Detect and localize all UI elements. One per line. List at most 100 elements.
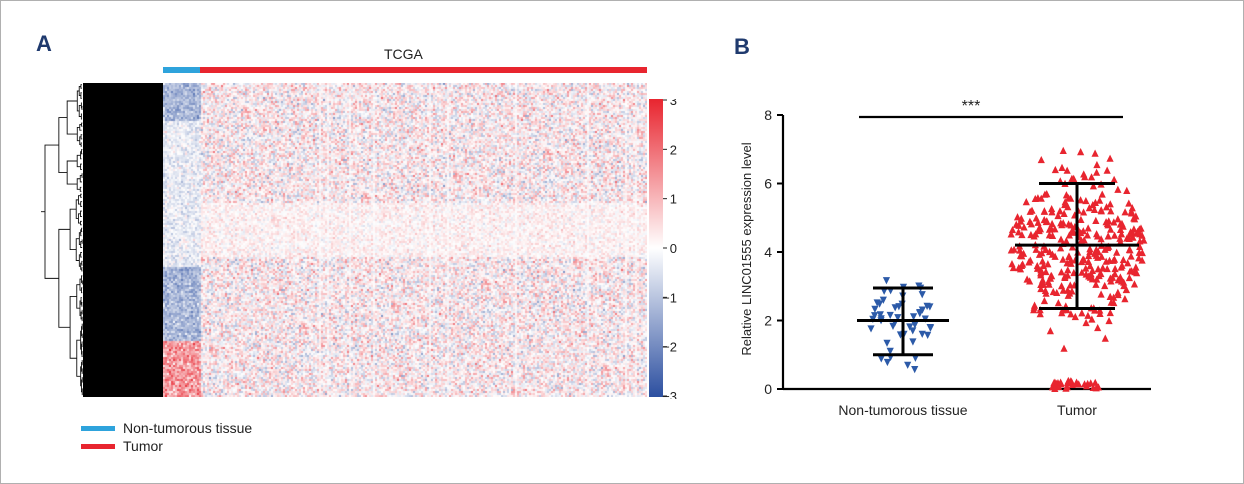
dendrogram-leaves bbox=[83, 83, 163, 397]
data-point-tumor bbox=[1085, 204, 1093, 212]
data-point-tumor bbox=[1059, 219, 1067, 227]
data-point-tumor bbox=[1026, 256, 1034, 264]
data-point-tumor bbox=[1048, 208, 1056, 216]
data-point-tumor bbox=[1009, 263, 1017, 272]
data-point-tumor bbox=[1121, 295, 1129, 303]
data-point-tumor bbox=[1128, 267, 1136, 275]
data-point-tumor bbox=[1038, 257, 1047, 265]
data-point-tumor bbox=[1016, 246, 1024, 254]
data-point-non-tumorous bbox=[886, 311, 894, 320]
data-point-tumor bbox=[1104, 221, 1112, 229]
data-point-tumor bbox=[1037, 267, 1046, 275]
data-point-tumor bbox=[1027, 220, 1036, 228]
dendrogram-branch bbox=[80, 252, 82, 258]
dendrogram-branch bbox=[80, 366, 82, 387]
data-point-tumor bbox=[1103, 166, 1111, 174]
colorbar-tick-label: −3 bbox=[662, 389, 677, 399]
data-point-tumor bbox=[1125, 199, 1133, 207]
dendrogram-branch bbox=[76, 339, 81, 377]
data-point-tumor bbox=[1092, 280, 1100, 288]
data-point-non-tumorous bbox=[915, 282, 923, 290]
data-point-tumor bbox=[1092, 251, 1100, 259]
data-point-tumor bbox=[1106, 154, 1114, 162]
dendrogram-branch bbox=[81, 227, 83, 232]
data-point-tumor bbox=[1093, 160, 1101, 169]
data-point-tumor bbox=[1037, 271, 1045, 279]
data-point-tumor bbox=[1105, 316, 1113, 325]
dendrogram-branch bbox=[75, 238, 80, 261]
dendrogram-branch bbox=[58, 117, 68, 173]
data-point-tumor bbox=[1093, 275, 1101, 283]
data-point-tumor bbox=[1013, 213, 1022, 221]
data-point-tumor bbox=[1035, 226, 1043, 235]
y-tick-label: 6 bbox=[764, 176, 772, 192]
y-axis-label: Relative LINC01555 expression level bbox=[739, 142, 754, 355]
data-point-tumor bbox=[1082, 196, 1090, 205]
dendrogram-branch bbox=[69, 295, 77, 359]
data-point-tumor bbox=[1022, 197, 1030, 206]
data-point-tumor bbox=[1051, 165, 1059, 174]
data-point-tumor bbox=[1045, 225, 1054, 233]
data-point-tumor bbox=[1062, 191, 1071, 199]
dendrogram-branch bbox=[81, 105, 83, 110]
data-point-non-tumorous bbox=[876, 311, 884, 319]
y-tick-label: 8 bbox=[764, 107, 772, 123]
data-point-tumor bbox=[1134, 229, 1143, 237]
legend-swatch-tumor bbox=[81, 443, 115, 449]
data-point-tumor bbox=[1124, 259, 1132, 267]
data-point-tumor bbox=[1064, 203, 1072, 211]
data-point-tumor bbox=[1117, 230, 1126, 238]
heatmap-colorbar: 3 2 1 0 −1 −2 −3 bbox=[649, 99, 677, 399]
data-point-tumor bbox=[1033, 264, 1042, 272]
data-point-tumor bbox=[1007, 230, 1015, 238]
data-point-tumor bbox=[1007, 246, 1015, 254]
data-point-tumor bbox=[1071, 312, 1079, 321]
data-point-tumor bbox=[1065, 252, 1073, 261]
data-point-non-tumorous bbox=[895, 303, 903, 311]
data-point-tumor bbox=[1110, 231, 1119, 239]
data-point-tumor bbox=[1032, 214, 1040, 222]
data-point-tumor bbox=[1132, 263, 1140, 271]
data-point-tumor bbox=[1048, 204, 1056, 213]
data-point-tumor bbox=[1094, 265, 1102, 273]
data-point-tumor bbox=[1057, 244, 1065, 252]
data-point-tumor bbox=[1079, 208, 1088, 216]
data-point-tumor bbox=[1138, 256, 1146, 264]
data-point-tumor bbox=[1069, 228, 1078, 236]
data-point-tumor bbox=[1107, 207, 1115, 215]
data-point-tumor bbox=[1028, 206, 1036, 214]
data-point-tumor bbox=[1130, 225, 1138, 233]
data-point-non-tumorous bbox=[909, 327, 917, 335]
dendrogram-branch bbox=[44, 144, 59, 279]
data-point-non-tumorous bbox=[904, 361, 912, 369]
dendrogram-branch bbox=[66, 100, 78, 135]
panel-b-label: B bbox=[734, 34, 750, 59]
dendrogram-branch bbox=[76, 284, 80, 309]
data-point-tumor bbox=[1109, 256, 1118, 264]
data-point-tumor bbox=[1120, 281, 1128, 290]
data-point-tumor bbox=[1046, 327, 1054, 335]
data-point-tumor bbox=[1063, 383, 1071, 391]
dendrogram-branch bbox=[78, 85, 81, 97]
data-point-tumor bbox=[1082, 264, 1090, 272]
data-point-tumor bbox=[1054, 299, 1062, 307]
data-point-non-tumorous bbox=[883, 339, 891, 347]
data-point-tumor bbox=[1058, 309, 1066, 317]
data-point-tumor bbox=[1048, 219, 1056, 228]
dendrogram-branch bbox=[81, 267, 83, 272]
data-point-tumor bbox=[1018, 252, 1026, 260]
data-point-tumor bbox=[1051, 225, 1059, 233]
data-point-non-tumorous bbox=[909, 338, 917, 346]
dendrogram-branch bbox=[80, 163, 82, 170]
data-point-non-tumorous bbox=[880, 287, 888, 295]
data-point-tumor bbox=[1127, 207, 1136, 215]
data-point-non-tumorous bbox=[916, 309, 924, 317]
dendrogram-branch bbox=[79, 124, 82, 131]
dendrogram-branch bbox=[80, 297, 82, 305]
x-tick-label: Non-tumorous tissue bbox=[838, 402, 967, 418]
data-point-tumor bbox=[1023, 275, 1031, 283]
legend-item-non-tumorous: Non-tumorous tissue bbox=[81, 419, 252, 437]
data-point-tumor bbox=[1126, 230, 1134, 238]
dendrogram-branch bbox=[66, 160, 78, 185]
dendrogram-branch bbox=[76, 178, 81, 190]
